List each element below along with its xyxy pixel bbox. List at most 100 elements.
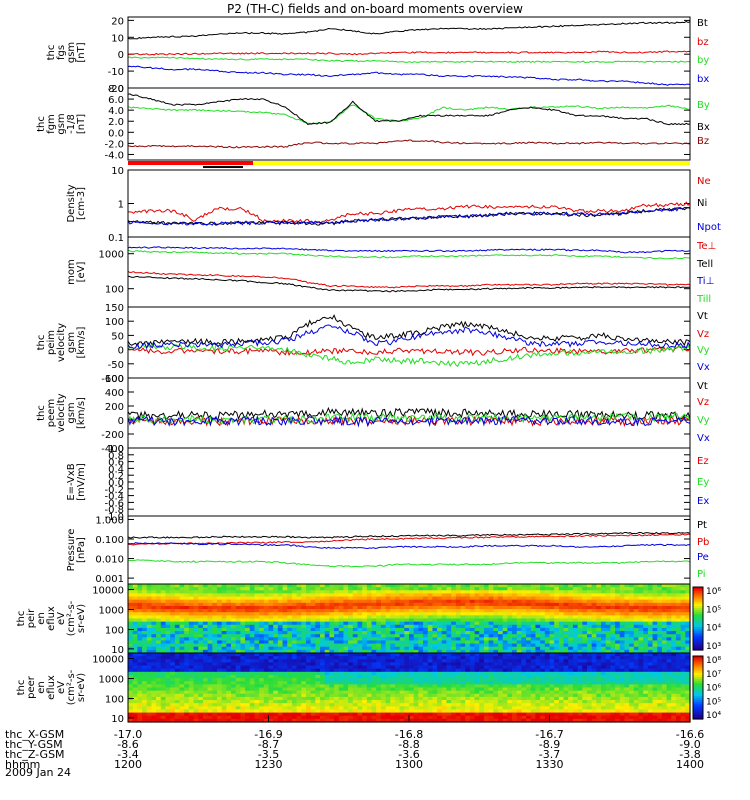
- y-label-5-1: peem: [46, 399, 57, 427]
- legend-2-1: Ni: [697, 198, 707, 209]
- y-tick-label-5-1: 400: [105, 388, 124, 399]
- y-tick-label-8-1: 1000: [99, 606, 124, 617]
- y-tick-label-0-1: 10: [111, 33, 124, 44]
- series-3-3: [127, 249, 691, 260]
- legend-7-0: Pt: [697, 520, 707, 531]
- colorbar-tick-8-0: 10⁶: [706, 587, 721, 597]
- x-row-label-0: thc_X-GSM: [5, 728, 64, 741]
- y-label-4-2: velocity: [56, 323, 67, 362]
- y-label-1-3: -1/8: [66, 114, 77, 134]
- legend-0-2: by: [697, 55, 709, 66]
- y-tick-label-1-2: 4.0: [108, 106, 124, 117]
- series-2-2: [127, 206, 691, 226]
- series-3-0: [127, 270, 691, 289]
- y-label-5-4: [km/s]: [76, 397, 87, 429]
- y-label-9-1: peer: [26, 675, 37, 699]
- legend-3-0: Te⊥: [696, 241, 716, 252]
- y-tick-label-1-5: -2.0: [104, 139, 124, 150]
- legend-6-0: Ez: [697, 456, 709, 467]
- legend-2-0: Ne: [697, 176, 711, 187]
- mode-bar-marker: [203, 166, 243, 168]
- series-1-2: [127, 139, 691, 149]
- legend-5-0: Vt: [697, 381, 708, 392]
- panel-frame-6: [127, 447, 691, 517]
- panel-8: thc peir en eflux eV (cm²-s-sr-eV) 10000 1000 10…: [16, 583, 721, 656]
- colorbar-8: 10⁶ 10⁵ 10⁴ 10³: [692, 586, 721, 652]
- series-0-3: [127, 65, 691, 86]
- x-row-1-value-0: -8.6: [117, 738, 138, 751]
- series-3-1: [127, 275, 691, 293]
- panel-frame-4: [127, 306, 691, 379]
- y-label-4-1: peim: [46, 330, 57, 355]
- y-label-8-2: en: [36, 612, 47, 625]
- series-5-1: [127, 415, 691, 428]
- y-tick-label-6-1: 0.8: [108, 451, 124, 462]
- series-4-1: [127, 345, 691, 357]
- y-label-8-4: eV: [56, 612, 67, 625]
- series-0-1: [127, 50, 691, 56]
- y-tick-label-2-2: 0.1: [108, 233, 124, 244]
- panel-7: Pressure [nPa] 1.000 0.100 0.010 0.001 Pt Pb Pe P…: [66, 515, 709, 585]
- series-7-2: [127, 542, 691, 550]
- y-tick-label-3-1: 100: [105, 285, 124, 296]
- legend-1-1: Bx: [697, 122, 710, 133]
- x-row-0-value-0: -17.0: [114, 728, 142, 741]
- legend-0-1: bz: [697, 37, 709, 48]
- mode-bar-red: [128, 161, 253, 165]
- series-3-2: [127, 246, 691, 254]
- x-row-3-value-1: 1230: [255, 758, 283, 771]
- colorbar-frame-9: [692, 655, 704, 720]
- y-label-7-1: [nPa]: [76, 537, 87, 563]
- x-row-0-value-3: -16.7: [535, 728, 563, 741]
- y-tick-label-4-3: 0: [118, 346, 124, 357]
- y-tick-label-1-3: 2.0: [108, 117, 124, 128]
- series-4-2: [127, 343, 691, 368]
- y-tick-label-5-5: -400: [101, 444, 124, 455]
- panel-0: thc fgs gsm [nT] 20 10 0 -10 -20 Bt bz by bx: [46, 16, 709, 95]
- panel-4: thc peim velocity gsm [km/s] 150 100 50 0 -50 -100…: [36, 303, 710, 385]
- y-label-4-4: [km/s]: [76, 326, 87, 358]
- y-tick-label-4-4: -50: [108, 360, 124, 371]
- legend-4-0: Vt: [697, 311, 708, 322]
- legend-4-2: Vy: [697, 345, 710, 356]
- colorbar-tick-8-3: 10³: [706, 642, 721, 652]
- y-label-2-1: [cm-3]: [76, 187, 87, 220]
- y-tick-label-6-9: -0.8: [104, 505, 124, 516]
- y-tick-label-8-3: 10: [111, 645, 124, 656]
- colorbar-tick-8-2: 10⁴: [706, 624, 721, 634]
- legend-4-1: Vz: [697, 329, 709, 340]
- y-label-1-1: fgm: [46, 114, 57, 134]
- series-0-2: [127, 56, 691, 64]
- y-tick-label-7-3: 0.001: [95, 574, 124, 585]
- y-tick-label-6-0: 1.0: [108, 444, 124, 455]
- y-label-8-3: eflux: [46, 606, 57, 631]
- y-tick-label-6-5: 0.0: [108, 478, 124, 489]
- y-tick-label-6-6: -0.2: [104, 485, 124, 496]
- legend-3-3: Till: [696, 294, 711, 305]
- legend-6-2: Ex: [697, 496, 709, 507]
- heatmap-cells-8: [128, 584, 691, 654]
- series-4-0: [127, 314, 691, 347]
- y-tick-label-0-4: -20: [108, 84, 124, 95]
- legend-0-0: Bt: [697, 18, 708, 29]
- y-tick-label-8-2: 100: [105, 626, 124, 637]
- legend-7-2: Pe: [697, 552, 709, 563]
- y-label-0-2: gsm: [66, 42, 77, 63]
- legend-4-3: Vx: [697, 362, 710, 373]
- y-label-3-0: mom: [66, 259, 77, 285]
- y-label-1-0: thc: [36, 116, 47, 132]
- y-label-6-1: [mV/m]: [76, 463, 87, 501]
- y-tick-label-9-1: 1000: [99, 675, 124, 686]
- series-2-0: [128, 201, 691, 224]
- y-label-9-2: en: [36, 681, 47, 694]
- y-tick-label-4-1: 100: [105, 317, 124, 328]
- legend-1-2: Bz: [697, 136, 709, 147]
- heatmap-cells-9: [128, 653, 691, 723]
- y-label-9-4: eV: [56, 681, 67, 694]
- panel-3: mom [eV] 1000 100 Te⊥ Tell Ti⊥ Till: [66, 236, 716, 308]
- y-label-8-1: peir: [26, 608, 37, 628]
- series-0-0: [127, 20, 691, 40]
- x-row-3-value-4: 1400: [676, 758, 704, 771]
- legend-6-1: Ey: [697, 477, 709, 488]
